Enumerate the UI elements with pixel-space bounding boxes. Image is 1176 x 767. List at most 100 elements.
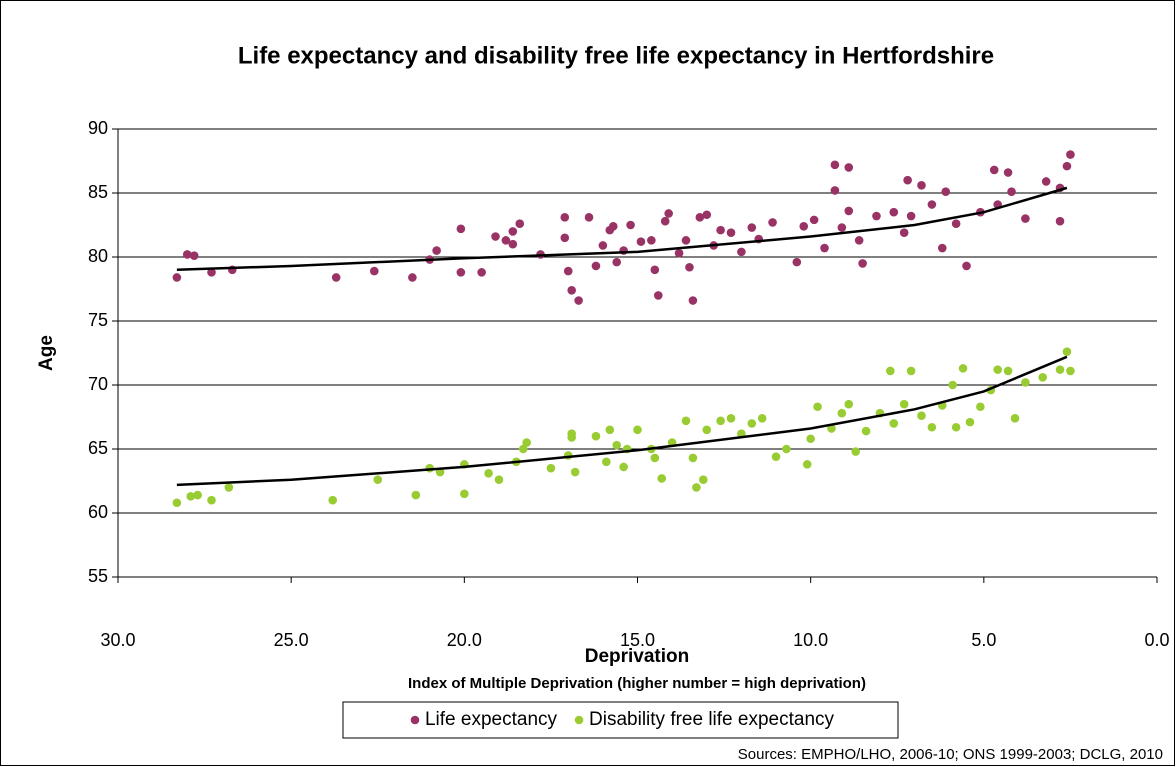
data-point — [827, 424, 836, 433]
data-point — [962, 261, 971, 271]
data-point — [844, 163, 854, 172]
data-point — [899, 228, 909, 237]
data-point — [854, 236, 864, 245]
data-point — [685, 262, 694, 272]
data-point — [460, 489, 469, 499]
data-point — [570, 467, 580, 477]
data-point — [1041, 177, 1051, 186]
data-point — [702, 425, 712, 435]
data-point — [889, 207, 899, 217]
legend-box — [342, 701, 899, 739]
data-point — [207, 268, 216, 277]
data-point — [653, 291, 663, 300]
data-point — [560, 233, 570, 243]
trend-line — [176, 186, 1068, 272]
data-point — [681, 416, 691, 426]
data-point — [626, 220, 635, 230]
data-point — [837, 408, 847, 418]
data-point — [172, 273, 182, 282]
data-point — [189, 251, 199, 261]
data-point — [1062, 347, 1072, 357]
data-point — [650, 265, 660, 275]
data-point — [477, 268, 486, 277]
data-point — [182, 250, 192, 259]
source-note: Sources: EMPHO/LHO, 2006-10; ONS 1999-20… — [738, 746, 1163, 763]
y-axis-label: Age — [36, 335, 57, 371]
chart-title: Life expectancy and disability free life… — [238, 42, 994, 69]
data-point — [747, 223, 757, 232]
data-point — [605, 425, 615, 435]
data-point — [1021, 378, 1030, 387]
y-tick-label: 80 — [88, 246, 108, 266]
data-point — [917, 181, 926, 190]
trend-line — [176, 355, 1068, 487]
data-point — [584, 213, 594, 222]
data-point — [591, 431, 601, 441]
data-point — [456, 224, 466, 234]
data-point — [674, 248, 684, 258]
data-point — [726, 228, 736, 237]
data-point — [1007, 187, 1016, 197]
data-point — [844, 206, 854, 216]
data-point — [567, 429, 576, 438]
x-tick-label: 5.0 — [971, 630, 996, 650]
data-point — [809, 215, 819, 225]
data-point — [886, 366, 895, 376]
data-point — [608, 221, 618, 231]
data-point — [799, 221, 809, 231]
data-point — [1010, 413, 1020, 423]
x-axis-label: Deprivation — [585, 646, 690, 667]
data-point — [688, 296, 698, 305]
data-point — [813, 402, 822, 412]
x-tick-label: 15.0 — [620, 630, 655, 650]
data-point — [976, 402, 985, 412]
data-point — [1038, 373, 1048, 382]
y-tick-label: 65 — [88, 438, 108, 458]
y-tick-label: 85 — [88, 182, 108, 202]
data-point — [456, 268, 466, 277]
data-point — [844, 399, 854, 409]
data-point — [647, 236, 656, 245]
data-point — [522, 438, 531, 447]
data-point — [636, 237, 646, 246]
data-point — [574, 296, 583, 305]
data-point — [726, 413, 736, 423]
y-tick-label: 75 — [88, 310, 108, 330]
data-point — [792, 257, 802, 267]
data-point — [612, 257, 622, 267]
data-point — [989, 165, 999, 175]
data-point — [567, 285, 576, 295]
x-tick-label: 30.0 — [100, 630, 135, 650]
data-point — [619, 462, 628, 472]
x-tick-label: 0.0 — [1144, 630, 1169, 650]
data-point — [373, 475, 383, 485]
data-point — [193, 490, 202, 500]
data-point — [830, 160, 840, 170]
data-point — [771, 452, 781, 461]
data-point — [851, 447, 860, 456]
data-point — [917, 411, 926, 421]
data-point — [993, 365, 1002, 374]
x-tick-label: 10.0 — [793, 630, 828, 650]
data-point — [768, 218, 777, 227]
data-point — [906, 211, 916, 221]
data-point — [515, 219, 525, 229]
data-point — [508, 227, 518, 236]
data-point — [889, 419, 899, 428]
data-point — [1055, 216, 1065, 226]
data-point — [1066, 366, 1075, 376]
data-point — [820, 243, 829, 253]
legend: Life expectancy Disability free life expe… — [410, 709, 835, 730]
data-point — [858, 259, 867, 268]
data-point — [937, 243, 947, 253]
data-point — [927, 200, 937, 209]
data-point — [941, 187, 951, 197]
data-point — [757, 413, 767, 423]
data-point — [702, 210, 712, 220]
data-point — [681, 236, 691, 245]
data-point — [1066, 150, 1075, 159]
data-point — [432, 246, 441, 255]
data-point — [906, 366, 916, 376]
